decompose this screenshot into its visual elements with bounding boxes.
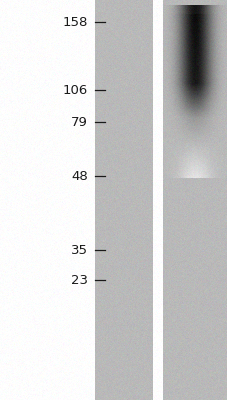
Text: 48: 48 — [71, 170, 88, 182]
Text: 79: 79 — [71, 116, 88, 128]
Text: 106: 106 — [62, 84, 88, 96]
Text: 158: 158 — [62, 16, 88, 28]
Text: 35: 35 — [71, 244, 88, 256]
Text: 23: 23 — [71, 274, 88, 286]
